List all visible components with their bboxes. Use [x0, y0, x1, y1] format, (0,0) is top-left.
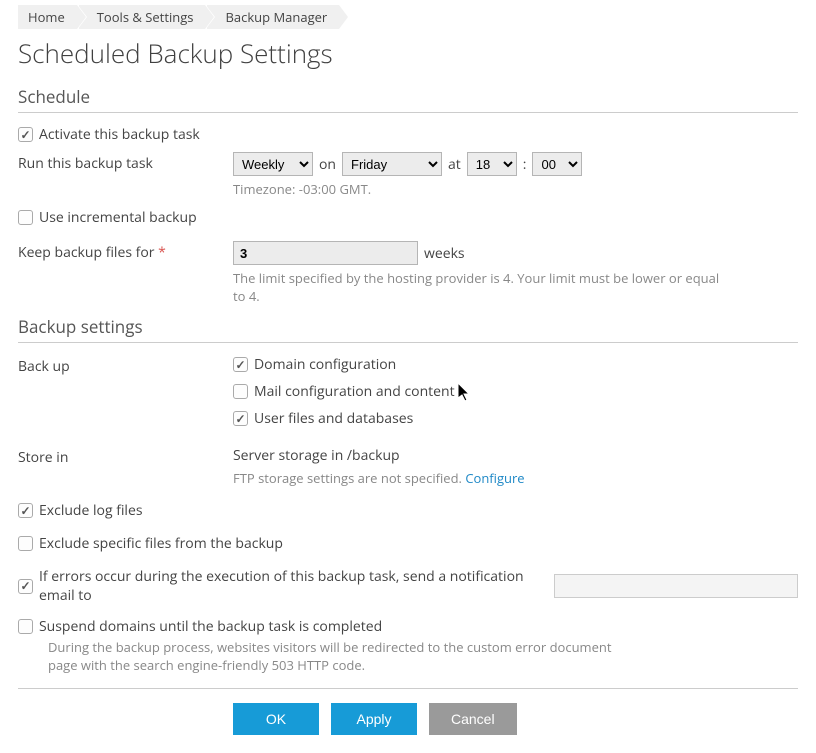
at-text: at: [448, 155, 461, 174]
notify-email-input[interactable]: [554, 574, 798, 598]
breadcrumb-tools-settings[interactable]: Tools & Settings: [79, 5, 206, 29]
activate-backup-label[interactable]: Activate this backup task: [39, 125, 200, 144]
notify-label[interactable]: If errors occur during the execution of …: [39, 567, 548, 605]
exclude-specific-checkbox[interactable]: [18, 536, 33, 551]
keep-files-label: Keep backup files for: [18, 243, 155, 262]
store-in-value: Server storage in /backup: [233, 446, 798, 465]
page-title: Scheduled Backup Settings: [18, 35, 798, 71]
schedule-section-header: Schedule: [18, 85, 798, 113]
suspend-checkbox[interactable]: [18, 619, 33, 634]
incremental-backup-label[interactable]: Use incremental backup: [39, 208, 197, 227]
configure-ftp-link[interactable]: Configure: [465, 469, 524, 487]
required-indicator: *: [158, 243, 166, 262]
suspend-hint: During the backup process, websites visi…: [48, 638, 628, 674]
keep-files-hint: The limit specified by the hosting provi…: [233, 269, 733, 305]
apply-button[interactable]: Apply: [331, 703, 417, 735]
mail-config-checkbox[interactable]: [233, 384, 248, 399]
minute-select[interactable]: 00: [532, 152, 582, 176]
user-files-label[interactable]: User files and databases: [254, 409, 413, 428]
frequency-select[interactable]: Weekly: [233, 152, 313, 176]
notify-checkbox[interactable]: [18, 579, 33, 594]
incremental-backup-checkbox[interactable]: [18, 210, 33, 225]
backup-settings-section-header: Backup settings: [18, 315, 798, 343]
hour-select[interactable]: 18: [467, 152, 517, 176]
exclude-log-checkbox[interactable]: [18, 503, 33, 518]
breadcrumb-home[interactable]: Home: [18, 5, 77, 29]
on-text: on: [319, 155, 336, 174]
timezone-hint: Timezone: -03:00 GMT.: [233, 180, 798, 198]
exclude-specific-label[interactable]: Exclude specific files from the backup: [39, 534, 283, 553]
run-backup-label: Run this backup task: [18, 152, 233, 173]
day-select[interactable]: Friday: [342, 152, 442, 176]
keep-files-unit: weeks: [424, 244, 465, 263]
domain-config-label[interactable]: Domain configuration: [254, 355, 396, 374]
cancel-button[interactable]: Cancel: [429, 703, 517, 735]
user-files-checkbox[interactable]: [233, 411, 248, 426]
breadcrumb: Home Tools & Settings Backup Manager: [18, 0, 798, 29]
keep-files-input[interactable]: [233, 241, 418, 265]
suspend-label[interactable]: Suspend domains until the backup task is…: [39, 617, 382, 636]
activate-backup-checkbox[interactable]: [18, 127, 33, 142]
breadcrumb-backup-manager[interactable]: Backup Manager: [207, 5, 339, 29]
exclude-log-label[interactable]: Exclude log files: [39, 501, 143, 520]
backup-label: Back up: [18, 355, 233, 376]
mail-config-label[interactable]: Mail configuration and content: [254, 382, 455, 401]
domain-config-checkbox[interactable]: [233, 357, 248, 372]
store-in-label: Store in: [18, 446, 233, 467]
ok-button[interactable]: OK: [233, 703, 319, 735]
colon-text: :: [523, 155, 527, 174]
ftp-hint: FTP storage settings are not specified.: [233, 469, 465, 487]
